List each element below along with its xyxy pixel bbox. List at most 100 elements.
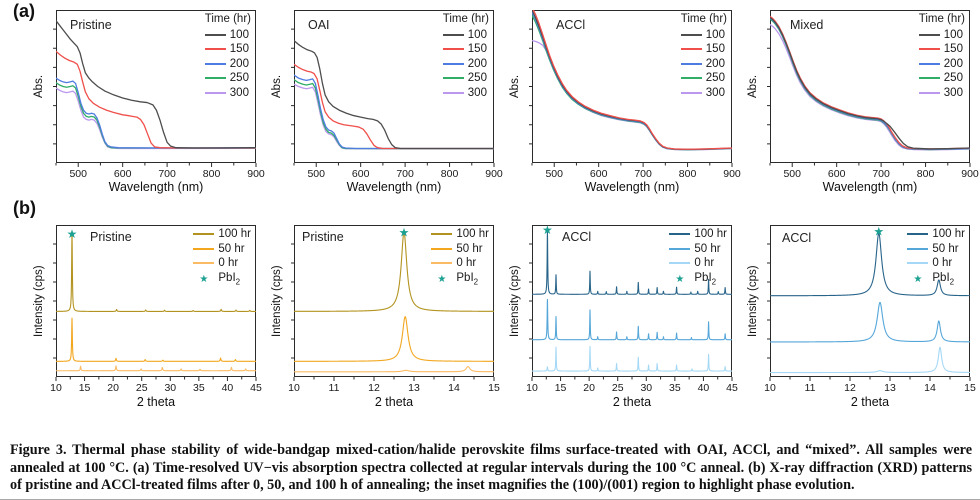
x-tick-label: 15 <box>555 382 567 394</box>
legend-label: 0 hr <box>694 257 715 269</box>
legend-entry: 100 <box>918 28 965 43</box>
legend-entry: ★ PbI2 <box>193 271 251 290</box>
legend-entry: ★ PbI2 <box>431 271 489 290</box>
legend-entry: ★ PbI2 <box>907 271 965 290</box>
series-100-hr <box>56 230 256 312</box>
x-tick-label: 10 <box>288 382 300 394</box>
legend-label: 200 <box>229 57 249 70</box>
legend-line-swatch <box>442 48 464 51</box>
x-tick-label: 11 <box>329 382 340 394</box>
legend-label: 0 hr <box>932 257 953 269</box>
legend-line-swatch <box>431 262 453 265</box>
legend-line-swatch <box>918 48 940 51</box>
legend-entry: 100 <box>680 28 727 43</box>
legend-label: PbI2 <box>218 271 241 286</box>
x-tick-label: 13 <box>884 382 896 394</box>
legend-label: 0 hr <box>218 257 239 269</box>
legend-label: 300 <box>467 86 487 99</box>
x-tick-label: 40 <box>698 382 710 394</box>
legend-entry: 0 hr <box>193 256 251 271</box>
legend-line-swatch <box>907 262 929 265</box>
legend-label: PbI2 <box>456 271 479 286</box>
legend-entry: 300 <box>918 86 965 101</box>
plot-title: ACCl <box>562 229 592 244</box>
pbi2-star-icon: ★ <box>873 225 884 239</box>
pbi2-star-icon: ★ <box>542 223 553 237</box>
series-150 <box>532 10 732 150</box>
uvvis-mixed-chart: 500 600 700 800 900 <box>767 10 979 180</box>
plot-title: Mixed <box>790 17 824 32</box>
series-50-hr <box>532 298 732 341</box>
legend-entry: 250 <box>680 71 727 86</box>
legend-label: 200 <box>705 57 725 70</box>
legend-line-swatch <box>680 91 702 94</box>
legend-entry: 0 hr <box>669 256 727 271</box>
legend-line-swatch <box>918 33 940 36</box>
legend-line-swatch <box>193 262 215 265</box>
plot-area-uvvis-oai: OAI 500 600 700 800 900 Time (hr) 100 150 200 250… <box>291 10 503 180</box>
legend-entry: ★ PbI2 <box>669 271 727 290</box>
legend-entry: 150 <box>442 42 489 57</box>
x-tick-label: 25 <box>612 382 624 394</box>
pbi2-star-icon: ★ <box>399 225 410 239</box>
xrd-accl-full-chart: 10 15 20 25 30 35 40 45 ★ <box>526 223 738 394</box>
x-tick-label: 45 <box>250 382 262 394</box>
star-icon: ★ <box>675 273 685 285</box>
legend-label: 150 <box>229 43 249 55</box>
legend-label: 150 <box>467 43 487 55</box>
series-100-hr <box>294 231 494 312</box>
plot-frame <box>532 225 732 377</box>
chart-cell-uvvis-accl: Abs. ACCl 500 600 700 800 900 Time (hr) 100 150… <box>502 0 741 200</box>
plot-frame <box>532 10 732 163</box>
x-tick-label: 700 <box>158 168 176 180</box>
chart-cell-xrd-accl-inset: Intensity (cps) ACCl 10 11 12 13 14 15 ★ 100 hr… <box>740 225 978 425</box>
legend-entry: 150 <box>918 42 965 57</box>
series-100-hr <box>770 232 970 297</box>
uvvis-pristine-chart: 500 600 700 800 900 <box>53 10 265 180</box>
uvvis-row: Abs. Pristine 500 600 700 800 900 Time (hr) 10… <box>26 0 979 200</box>
legend-line-swatch <box>204 33 226 36</box>
xrd-row: Intensity (cps) Pristine 10 15 20 25 30 35 40 4… <box>26 223 978 425</box>
legend-label: 150 <box>943 43 963 55</box>
legend-line-swatch <box>680 62 702 65</box>
legend-line-swatch <box>918 77 940 80</box>
legend-label: 50 hr <box>218 242 245 255</box>
xrd-pristine-inset-chart: 10 11 12 13 14 15 ★ <box>288 225 500 394</box>
legend: 100 hr 50 hr 0 hr ★ PbI2 <box>669 227 727 289</box>
legend-entry: 300 <box>204 86 251 101</box>
legend-label: 300 <box>229 86 249 99</box>
plot-frame <box>294 10 494 163</box>
x-tick-label: 800 <box>203 168 221 180</box>
x-tick-label: 600 <box>114 168 132 180</box>
y-axis-label: Intensity (cps) <box>509 265 521 337</box>
legend-entry: 100 hr <box>669 227 727 242</box>
x-tick-label: 13 <box>408 382 420 394</box>
y-axis-label: Intensity (cps) <box>33 265 45 337</box>
chart-cell-xrd-pristine-inset: Intensity (cps) Pristine 10 11 12 13 14 15 ★ 10… <box>264 225 502 425</box>
legend-line-swatch <box>442 77 464 80</box>
x-tick-label: 10 <box>50 382 62 394</box>
x-tick-label: 600 <box>352 168 370 180</box>
x-tick-label: 900 <box>485 168 503 180</box>
x-tick-label: 35 <box>193 382 205 394</box>
legend-entry: 100 hr <box>193 227 251 242</box>
series-150 <box>56 50 256 149</box>
x-tick-label: 12 <box>368 382 380 394</box>
x-tick-label: 30 <box>640 382 652 394</box>
series-200 <box>56 77 256 149</box>
x-tick-label: 15 <box>964 382 976 394</box>
x-tick-label: 15 <box>79 382 91 394</box>
legend-title: Time (hr) <box>204 13 251 25</box>
legend-entry: 100 <box>204 28 251 43</box>
legend-label: 100 <box>229 28 249 41</box>
legend-entry: 250 <box>442 71 489 86</box>
star-icon: ★ <box>913 273 923 285</box>
legend-line-swatch <box>669 247 691 250</box>
chart-cell-xrd-accl-full: Intensity (cps) ACCl 10 15 20 25 30 35 40 45 ★ 10… <box>502 223 740 425</box>
series-200 <box>294 74 494 150</box>
panel-a-label: (a) <box>13 1 35 21</box>
legend-entry: 150 <box>680 42 727 57</box>
legend-line-swatch <box>442 91 464 94</box>
x-tick-label: 800 <box>441 168 459 180</box>
legend-entry: 50 hr <box>193 242 251 257</box>
